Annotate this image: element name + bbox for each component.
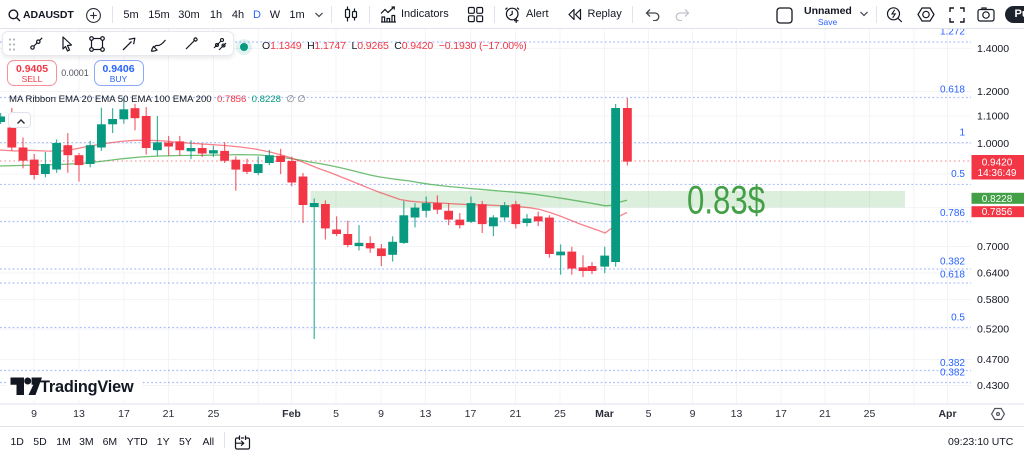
svg-text:0.5200: 0.5200 [977, 324, 1009, 336]
svg-text:17: 17 [118, 408, 130, 420]
svg-text:1.272: 1.272 [940, 27, 965, 38]
svg-text:25: 25 [864, 408, 876, 420]
svg-text:0.5: 0.5 [951, 313, 965, 324]
svg-text:13: 13 [73, 408, 85, 420]
svg-text:0.4700: 0.4700 [977, 354, 1009, 366]
svg-text:13: 13 [731, 408, 743, 420]
svg-text:21: 21 [163, 408, 175, 420]
svg-text:Feb: Feb [282, 408, 301, 420]
svg-text:0.6400: 0.6400 [977, 268, 1009, 280]
svg-text:0.382: 0.382 [940, 257, 965, 268]
svg-text:0.7000: 0.7000 [977, 241, 1009, 253]
svg-text:0.4300: 0.4300 [977, 380, 1009, 392]
svg-text:25: 25 [208, 408, 220, 420]
svg-text:5: 5 [646, 408, 652, 420]
svg-text:17: 17 [775, 408, 787, 420]
svg-text:17: 17 [465, 408, 477, 420]
svg-text:0.5: 0.5 [951, 169, 965, 180]
svg-text:0.786: 0.786 [940, 208, 965, 219]
svg-text:1.2000: 1.2000 [977, 86, 1009, 98]
svg-text:0.8228: 0.8228 [982, 194, 1013, 205]
svg-text:Mar: Mar [595, 408, 614, 420]
svg-text:1: 1 [959, 128, 965, 139]
svg-text:5: 5 [333, 408, 339, 420]
svg-text:21: 21 [510, 408, 522, 420]
svg-text:0.382: 0.382 [940, 358, 965, 369]
svg-text:9: 9 [378, 408, 384, 420]
svg-text:21: 21 [819, 408, 831, 420]
svg-text:9: 9 [690, 408, 696, 420]
svg-text:0.9420: 0.9420 [982, 157, 1013, 168]
svg-text:1.4000: 1.4000 [977, 43, 1009, 55]
svg-text:0.83$: 0.83$ [687, 178, 765, 223]
svg-text:0.7856: 0.7856 [982, 207, 1013, 218]
svg-text:13: 13 [420, 408, 432, 420]
svg-text:25: 25 [554, 408, 566, 420]
svg-text:0.382: 0.382 [940, 368, 965, 379]
svg-text:1.0000: 1.0000 [977, 138, 1009, 150]
svg-text:0.618: 0.618 [940, 270, 965, 281]
svg-text:Apr: Apr [938, 408, 956, 420]
svg-text:1.1000: 1.1000 [977, 111, 1009, 123]
svg-text:0.5800: 0.5800 [977, 294, 1009, 306]
svg-text:TradingView: TradingView [40, 378, 134, 396]
svg-text:9: 9 [31, 408, 37, 420]
svg-text:14:36:49: 14:36:49 [978, 168, 1017, 179]
svg-text:0.618: 0.618 [940, 85, 965, 96]
